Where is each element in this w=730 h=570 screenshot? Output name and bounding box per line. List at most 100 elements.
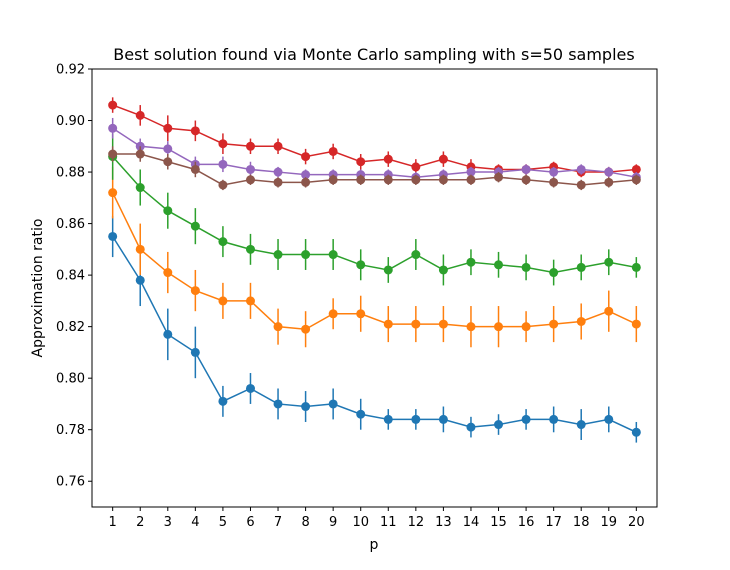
series-line [112, 104, 637, 173]
data-point [135, 275, 145, 285]
data-point [273, 141, 283, 151]
x-tick-label: 12 [408, 515, 425, 530]
data-point [218, 237, 228, 247]
data-point [163, 329, 173, 339]
data-point [245, 175, 255, 185]
data-point [218, 139, 228, 149]
data-point [438, 265, 448, 275]
data-point [438, 414, 448, 424]
data-point [494, 172, 504, 182]
data-point [163, 206, 173, 216]
data-point [245, 164, 255, 174]
x-tick-label: 14 [463, 515, 480, 530]
data-point [631, 164, 641, 174]
y-axis: 0.76 0.78 0.80 0.82 0.84 0.86 0.88 0.90 0.92 [56, 63, 92, 490]
data-point [383, 319, 393, 329]
data-point [576, 262, 586, 272]
data-point [301, 402, 311, 412]
series-2 [108, 166, 641, 348]
data-point [549, 414, 559, 424]
data-point [218, 296, 228, 306]
data-point [549, 319, 559, 329]
data-point [218, 180, 228, 190]
x-tick-label: 10 [352, 515, 369, 530]
data-point [604, 167, 614, 177]
data-point [218, 159, 228, 169]
x-tick-label: 19 [600, 515, 617, 530]
x-tick-label: 20 [628, 515, 645, 530]
data-point [411, 250, 421, 260]
data-point [163, 144, 173, 154]
x-tick-label: 7 [274, 515, 282, 530]
data-point [576, 180, 586, 190]
x-tick-label: 18 [573, 515, 590, 530]
data-point [328, 399, 338, 409]
data-point [356, 409, 366, 419]
data-point [494, 420, 504, 430]
x-axis: 1 2 3 4 5 6 7 8 9 10 11 12 13 14 15 16 17 18 19 20 [109, 507, 645, 530]
y-tick-label: 0.84 [56, 269, 85, 284]
series-3 [108, 133, 641, 286]
data-point [163, 157, 173, 167]
data-point [108, 231, 118, 241]
data-point [135, 244, 145, 254]
data-point [245, 296, 255, 306]
data-point [190, 347, 200, 357]
series-line [112, 156, 637, 274]
y-tick-label: 0.86 [56, 217, 85, 232]
data-point [631, 319, 641, 329]
y-tick-label: 0.82 [56, 320, 85, 335]
data-point [383, 154, 393, 164]
data-point [466, 422, 476, 432]
x-tick-label: 5 [219, 515, 227, 530]
data-point [273, 177, 283, 187]
series-line [111, 192, 637, 330]
data-point [356, 175, 366, 185]
y-tick-label: 0.76 [56, 475, 85, 490]
x-tick-label: 3 [164, 515, 172, 530]
data-point [549, 268, 559, 278]
data-point [383, 414, 393, 424]
data-point [549, 177, 559, 187]
chart-title: Best solution found via Monte Carlo samp… [113, 45, 634, 64]
x-tick-label: 6 [246, 515, 254, 530]
data-point [135, 110, 145, 120]
data-point [328, 309, 338, 319]
data-point [328, 146, 338, 156]
data-point [273, 399, 283, 409]
data-point [438, 175, 448, 185]
data-point [494, 260, 504, 270]
series-layer [108, 97, 641, 443]
data-point [604, 306, 614, 316]
data-point [466, 167, 476, 177]
x-tick-label: 9 [329, 515, 337, 530]
y-tick-label: 0.88 [56, 166, 85, 181]
data-point [135, 183, 145, 193]
data-point [356, 260, 366, 270]
data-point [245, 244, 255, 254]
data-point [494, 322, 504, 332]
data-point [301, 177, 311, 187]
data-point [411, 414, 421, 424]
data-point [273, 167, 283, 177]
x-tick-label: 17 [545, 515, 562, 530]
data-point [466, 175, 476, 185]
data-point [631, 262, 641, 272]
data-point [190, 286, 200, 296]
data-point [521, 414, 531, 424]
data-point [576, 420, 586, 430]
data-point [411, 175, 421, 185]
series-6 [108, 146, 641, 191]
data-point [245, 141, 255, 151]
data-point [108, 149, 118, 159]
data-point [190, 164, 200, 174]
data-point [356, 157, 366, 167]
y-tick-label: 0.80 [56, 372, 85, 387]
series-1 [108, 215, 641, 443]
plot-frame [91, 68, 658, 508]
data-point [356, 309, 366, 319]
x-tick-label: 16 [518, 515, 535, 530]
data-point [218, 396, 228, 406]
x-tick-label: 4 [191, 515, 199, 530]
